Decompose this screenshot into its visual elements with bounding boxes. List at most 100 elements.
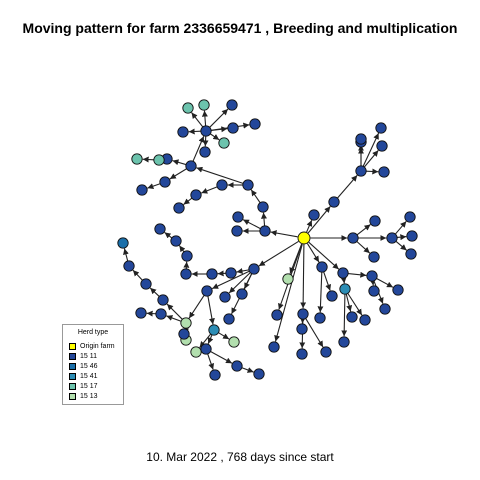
- movement-edge: [250, 189, 261, 204]
- legend-swatch: [69, 373, 76, 380]
- legend-item-1546: 15 46: [69, 362, 98, 371]
- movement-edge: [258, 240, 299, 267]
- legend-swatch: [69, 393, 76, 400]
- farm-node: [379, 303, 391, 315]
- farm-node: [369, 215, 381, 227]
- movement-edge: [192, 136, 205, 162]
- legend-item-origin: Origin farm: [69, 342, 115, 351]
- farm-node: [218, 137, 230, 149]
- farm-node: [180, 317, 192, 329]
- movement-edge: [289, 243, 303, 274]
- movement-edge: [166, 303, 183, 320]
- farm-node: [259, 225, 271, 237]
- movement-edge: [236, 268, 249, 274]
- farm-node: [297, 308, 309, 320]
- farm-node: [375, 122, 387, 134]
- farm-node: [198, 99, 210, 111]
- legend-swatch: [69, 363, 76, 370]
- farm-node: [378, 166, 390, 178]
- legend-label: 15 46: [80, 363, 98, 370]
- farm-node: [328, 196, 340, 208]
- movement-edge: [356, 224, 371, 236]
- origin-farm-node: [297, 231, 311, 245]
- movement-edge: [207, 334, 214, 344]
- movement-edge: [207, 353, 215, 370]
- movement-edge: [362, 132, 380, 167]
- movement-edge: [340, 277, 347, 284]
- chart-title: Moving pattern for farm 2336659471 , Bre…: [22, 20, 458, 36]
- farm-node: [248, 263, 260, 275]
- movement-edge: [317, 272, 324, 313]
- farm-node: [190, 346, 202, 358]
- movement-edge: [142, 156, 154, 163]
- farm-node: [316, 261, 328, 273]
- farm-node: [249, 118, 261, 130]
- movement-edge: [356, 241, 371, 254]
- farm-node: [180, 268, 192, 280]
- legend-label: 15 11: [80, 353, 97, 360]
- farm-node: [159, 176, 171, 188]
- legend: Herd type Origin farm 15 11 15 46 15 41 …: [62, 324, 124, 405]
- movement-edge: [132, 269, 143, 281]
- farm-node: [208, 324, 220, 336]
- farm-node: [405, 248, 417, 260]
- farm-node: [326, 290, 338, 302]
- movement-edge: [172, 159, 187, 166]
- movement-edge: [270, 230, 298, 238]
- farm-node: [200, 125, 212, 137]
- farm-node: [271, 309, 283, 321]
- movement-edge: [228, 272, 251, 294]
- legend-swatch: [69, 353, 76, 360]
- farm-node: [231, 225, 243, 237]
- legend-item-1513: 15 13: [69, 392, 98, 401]
- movement-edge: [241, 367, 254, 373]
- farm-node: [185, 160, 197, 172]
- farm-node: [117, 237, 129, 249]
- farm-node: [359, 314, 371, 326]
- movement-edge: [395, 240, 407, 251]
- farm-node: [227, 122, 239, 134]
- farm-node: [155, 308, 167, 320]
- movement-edge: [201, 186, 218, 194]
- movement-edge: [337, 174, 358, 199]
- legend-item-1511: 15 11: [69, 352, 97, 361]
- movement-edge: [308, 241, 340, 270]
- farm-node: [296, 348, 308, 360]
- farm-node: [355, 133, 367, 145]
- farm-node: [242, 179, 254, 191]
- legend-label: 15 41: [80, 373, 98, 380]
- farm-node: [282, 273, 294, 285]
- farm-node: [199, 146, 211, 158]
- movement-edge: [169, 168, 187, 180]
- farm-node: [404, 211, 416, 223]
- legend-item-1517: 15 17: [69, 382, 98, 391]
- movement-edge: [341, 294, 348, 337]
- legend-swatch: [69, 383, 76, 390]
- farm-node: [140, 278, 152, 290]
- legend-title: Herd type: [77, 329, 109, 336]
- legend-swatch: [69, 343, 76, 350]
- farm-node: [253, 368, 265, 380]
- movement-edge: [369, 279, 376, 286]
- movement-edge: [366, 168, 379, 175]
- farm-node: [182, 102, 194, 114]
- farm-node: [200, 343, 212, 355]
- movement-edge: [149, 287, 160, 297]
- farm-node: [337, 267, 349, 279]
- farm-node: [181, 250, 193, 262]
- farm-node: [338, 336, 350, 348]
- farm-node: [206, 268, 218, 280]
- movement-edge: [307, 206, 331, 234]
- farm-node: [314, 312, 326, 324]
- farm-node: [190, 189, 202, 201]
- farm-node: [131, 153, 143, 165]
- farm-node: [170, 235, 182, 247]
- farm-node: [368, 251, 380, 263]
- movement-edge: [201, 110, 208, 126]
- movement-edge: [348, 271, 367, 278]
- farm-node: [225, 267, 237, 279]
- movement-edge: [211, 270, 250, 290]
- legend-label: Origin farm: [80, 343, 115, 350]
- farm-node: [201, 285, 213, 297]
- farm-node: [236, 288, 248, 300]
